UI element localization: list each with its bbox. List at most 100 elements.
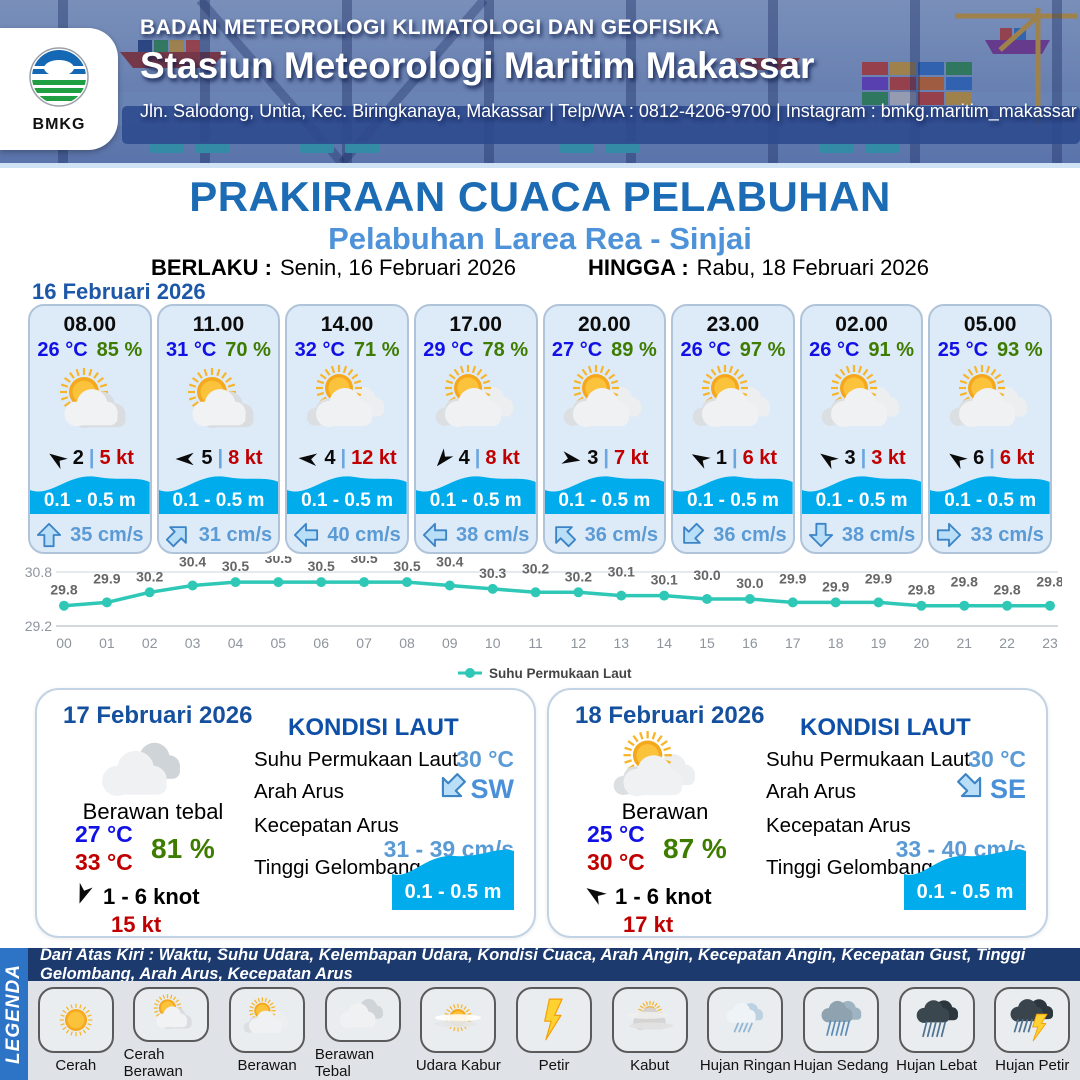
current-row: 36 cm/s xyxy=(545,522,665,548)
svg-text:05: 05 xyxy=(271,635,287,651)
svg-text:06: 06 xyxy=(313,635,329,651)
temp-min: 27 °C xyxy=(75,821,133,847)
wind-gust: 15 kt xyxy=(111,912,162,937)
port-name: Pelabuhan Larea Rea - Sinjai xyxy=(328,221,752,256)
svg-text:22: 22 xyxy=(999,635,1015,651)
separator: | xyxy=(217,447,224,469)
current-direction-icon xyxy=(808,522,833,548)
wave-height-band: 0.1 - 0.5 m xyxy=(415,468,536,514)
wind-speed: 1 xyxy=(715,447,727,469)
legend-item-label: Udara Kabur xyxy=(415,1057,501,1074)
current-direction-icon xyxy=(437,772,467,807)
sun-icon xyxy=(37,987,114,1053)
svg-text:23: 23 xyxy=(1042,635,1058,651)
sun-cloud-icon xyxy=(133,987,210,1042)
wave-height-band: 0.1 - 0.5 m xyxy=(801,468,922,514)
wave-height-badge: 0.1 - 0.5 m xyxy=(392,846,514,910)
separator: | xyxy=(989,447,995,469)
legend-item-label: Berawan xyxy=(237,1057,297,1074)
weather-icon xyxy=(297,363,397,445)
wind-direction-icon xyxy=(586,888,607,906)
air-temperature: 26 °C xyxy=(680,339,731,361)
weather-icon xyxy=(812,363,912,445)
sea-conditions: KONDISI LAUT Suhu Permukaan Laut 30 °C A… xyxy=(764,714,1026,926)
heavy-rain-icon xyxy=(898,987,975,1053)
legend-item: Kabut xyxy=(602,981,698,1080)
wave-height: 0.1 - 0.5 m xyxy=(815,490,908,511)
weather-icon xyxy=(168,363,268,445)
wave-height: 0.1 - 0.5 m xyxy=(172,490,265,511)
svg-text:30.2: 30.2 xyxy=(136,568,163,584)
wind-row: 4 | 12 kt xyxy=(297,447,397,470)
wind-direction-icon xyxy=(691,453,711,469)
station-address: Jln. Salodong, Untia, Kec. Biringkanaya,… xyxy=(140,101,1077,121)
haze-sun-icon xyxy=(420,987,497,1053)
sst-label: Suhu Permukaan Laut xyxy=(254,748,458,771)
wave-height: 0.1 - 0.5 m xyxy=(686,490,779,511)
wind-row: 1 - 6 knot xyxy=(583,882,712,912)
forecast-time: 11.00 xyxy=(192,313,245,336)
svg-text:29.8: 29.8 xyxy=(951,574,978,590)
wind-direction-icon xyxy=(583,882,607,912)
svg-text:12: 12 xyxy=(571,635,587,651)
hourly-forecast-card: 02.00 26 °C 91 % 3 | 3 kt 0.1 - 0.5 m 38… xyxy=(799,304,924,554)
svg-text:09: 09 xyxy=(442,635,458,651)
svg-text:30.4: 30.4 xyxy=(436,556,463,570)
current-direction-icon xyxy=(37,522,62,548)
svg-text:29.8: 29.8 xyxy=(908,582,935,598)
humidity: 85 % xyxy=(96,339,143,361)
wind-range: 1 - 6 knot xyxy=(615,884,712,909)
hourly-forecast-card: 20.00 27 °C 89 % 3 | 7 kt 0.1 - 0.5 m 36… xyxy=(542,304,667,554)
wind-speed: 3 xyxy=(587,447,599,469)
svg-text:30.5: 30.5 xyxy=(308,558,335,574)
day-forecast-card-17feb: 17 Februari 2026 Berawan tebal 27 °C 33 … xyxy=(35,688,536,938)
legend-item: Berawan Tebal xyxy=(315,981,411,1080)
wind-gust: 3 kt xyxy=(871,447,906,469)
svg-text:30.1: 30.1 xyxy=(608,564,635,580)
forecast-time: 23.00 xyxy=(706,313,760,336)
temp-humidity-row: 31 °C 70 % xyxy=(166,339,271,362)
wind-gust: 5 kt xyxy=(99,447,134,469)
wind-gust: 12 kt xyxy=(351,447,397,469)
humidity: 71 % xyxy=(353,339,400,361)
legend-item: Hujan Petir xyxy=(984,981,1080,1080)
svg-text:29.9: 29.9 xyxy=(93,570,120,586)
wind-speed: 3 xyxy=(844,447,856,469)
svg-text:18: 18 xyxy=(828,635,844,651)
air-temperature: 29 °C xyxy=(423,339,474,361)
svg-text:29.8: 29.8 xyxy=(1036,574,1062,590)
legend-item-label: Cerah Berawan xyxy=(123,1046,183,1080)
header: BMKG BADAN METEOROLOGI KLIMATOLOGI DAN G… xyxy=(0,0,1080,163)
wave-height-band: 0.1 - 0.5 m xyxy=(287,468,407,514)
air-temperature: 25 °C xyxy=(937,339,989,361)
humidity: 81 % xyxy=(151,833,215,864)
wave-height-band: 0.1 - 0.5 m xyxy=(158,468,279,514)
legend-item: Udara Kabur xyxy=(411,981,507,1080)
svg-text:30.4: 30.4 xyxy=(179,556,206,570)
current-row: 35 cm/s xyxy=(30,522,150,548)
humidity: 93 % xyxy=(997,339,1043,361)
current-speed: 38 cm/s xyxy=(841,523,916,546)
current-direction-icon xyxy=(294,522,319,548)
wave-height-band: 0.1 - 0.5 m xyxy=(544,468,665,514)
temp-max: 33 °C xyxy=(75,849,133,875)
svg-text:11: 11 xyxy=(528,635,543,651)
svg-text:14: 14 xyxy=(656,635,672,651)
legend-item-label: Hujan Lebat xyxy=(896,1057,978,1074)
svg-text:10: 10 xyxy=(485,635,501,651)
current-row: 38 cm/s xyxy=(802,522,922,548)
separator: | xyxy=(474,447,481,469)
day-date: 17 Februari 2026 xyxy=(63,702,253,729)
wind-direction-icon xyxy=(175,452,194,465)
current-speed: 36 cm/s xyxy=(584,523,658,546)
svg-text:00: 00 xyxy=(56,635,72,651)
wind-gust: 17 kt xyxy=(623,912,674,937)
wave-height-band: 0.1 - 0.5 m xyxy=(930,468,1050,514)
separator: | xyxy=(731,447,738,469)
bmkg-logo-text: BMKG xyxy=(32,116,86,133)
wind-direction-icon xyxy=(436,447,453,466)
hourly-forecast-card: 17.00 29 °C 78 % 4 | 8 kt 0.1 - 0.5 m 38… xyxy=(413,304,538,554)
port-illustration xyxy=(0,0,1080,163)
current-direction-label: Arah Arus xyxy=(254,780,345,803)
svg-text:02: 02 xyxy=(142,635,158,651)
